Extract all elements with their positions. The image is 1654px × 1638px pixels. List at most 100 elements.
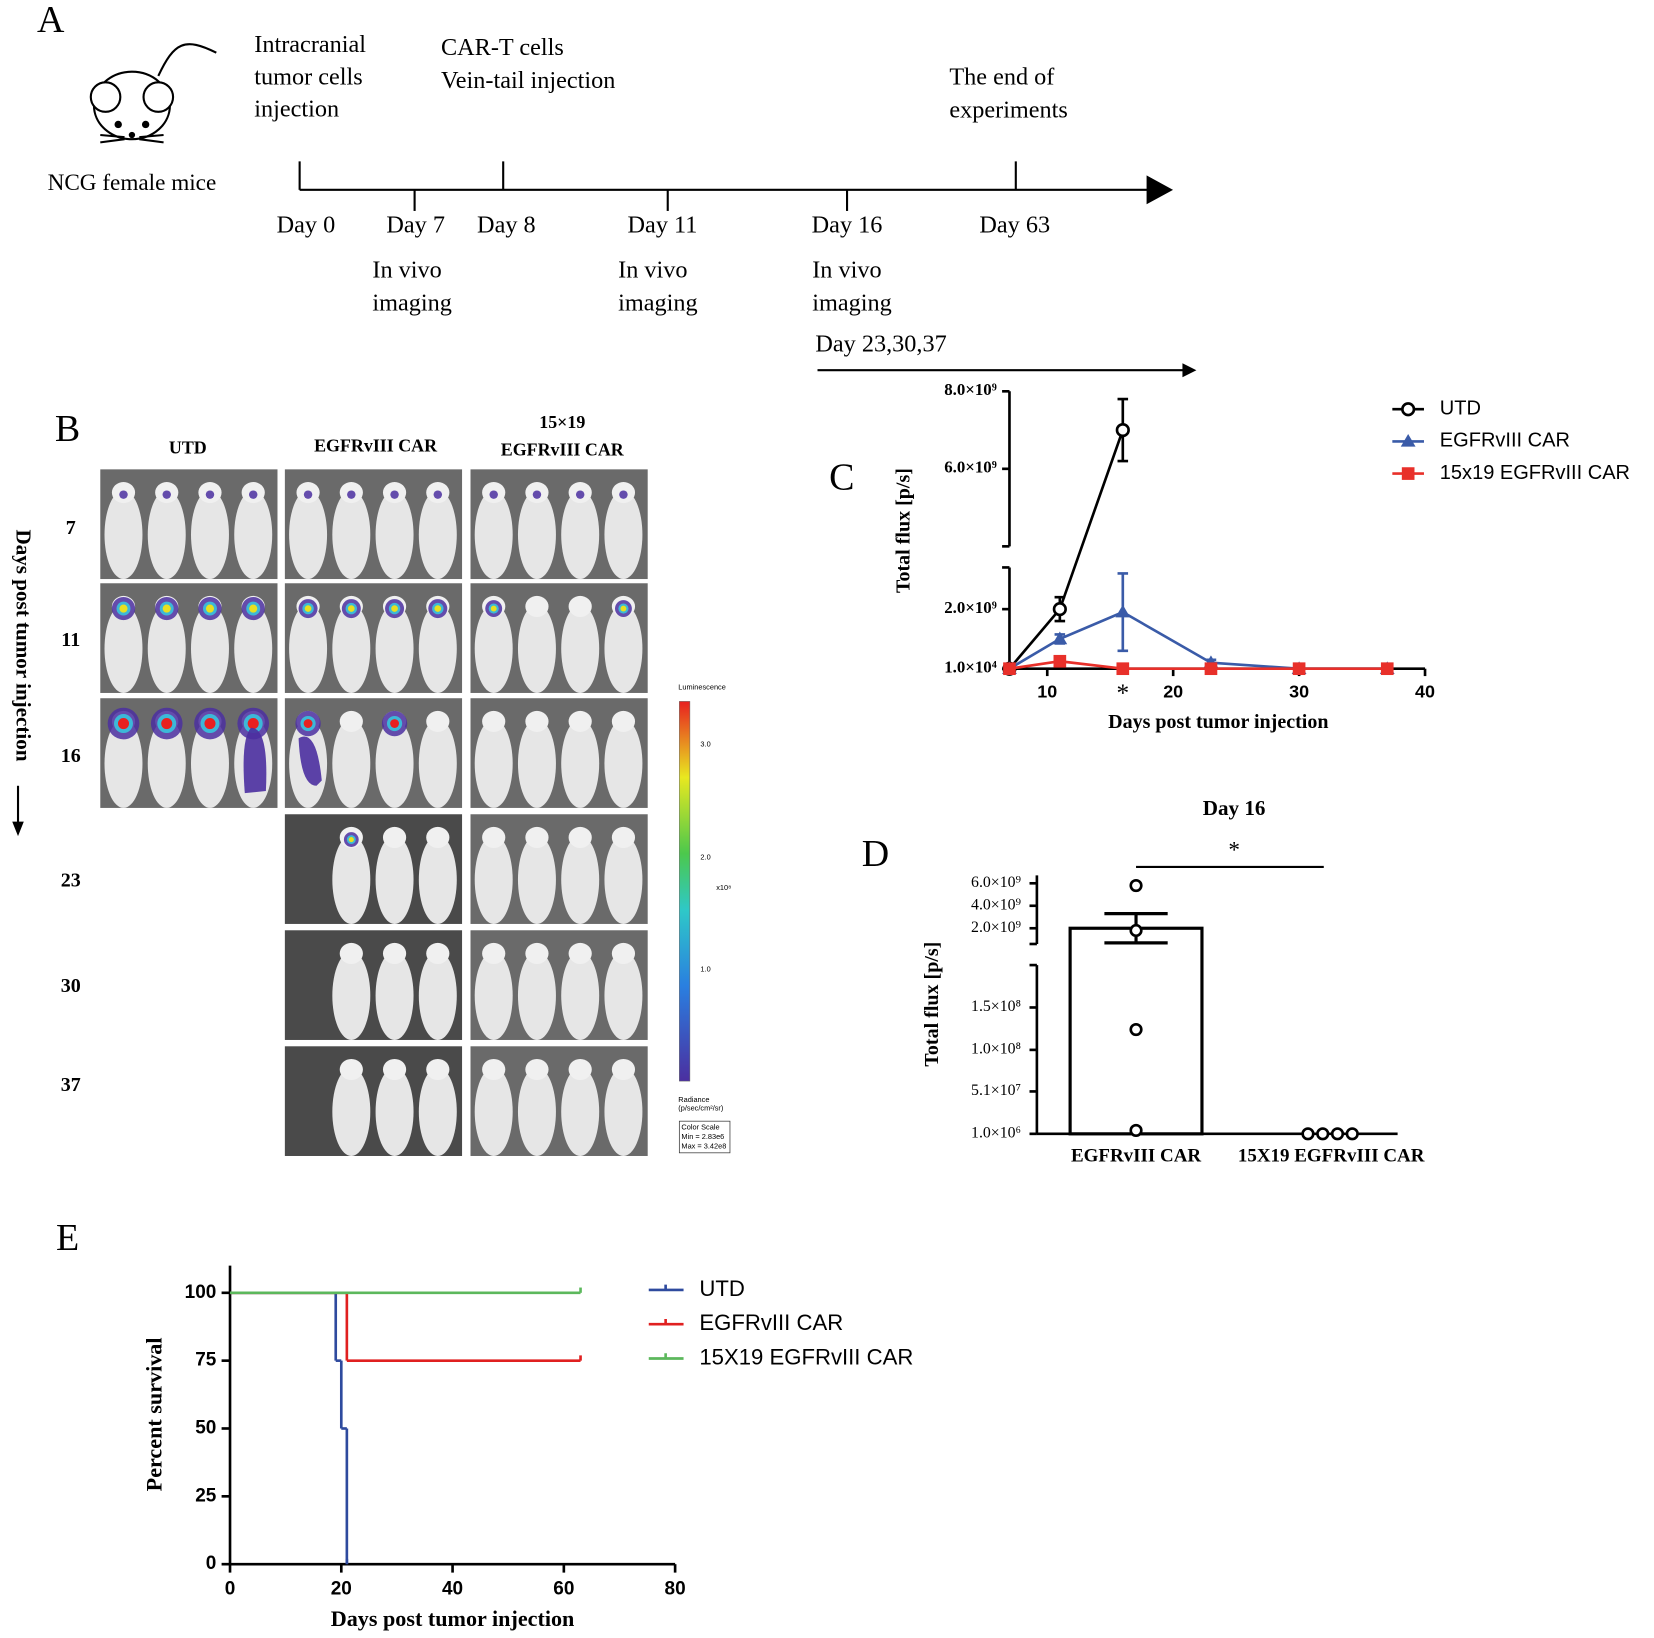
y-tick-label: 2.0×10⁹	[944, 598, 997, 617]
signal	[391, 605, 398, 612]
series-line	[1009, 659, 1388, 671]
mouse-head	[482, 826, 506, 849]
column-header: UTD	[169, 437, 207, 457]
mouse	[604, 835, 643, 924]
y-tick-label: 6.0×10⁹	[971, 874, 1021, 891]
y-tick-label: 50	[195, 1418, 216, 1439]
x-axis-label: Days post tumor injection	[331, 1606, 575, 1631]
event-note: Intracranial	[254, 31, 366, 58]
signal	[575, 490, 585, 499]
signal	[205, 604, 215, 613]
panel-label: A	[37, 0, 65, 41]
mouse	[332, 951, 371, 1040]
x-tick-label: 0	[225, 1578, 236, 1599]
signal	[161, 718, 173, 730]
mouse-head	[426, 826, 450, 849]
signal	[390, 719, 399, 728]
y-tick-label: 8.0×10⁹	[944, 380, 997, 399]
mouse	[561, 951, 600, 1040]
colorbar-tick: 1.0	[700, 964, 710, 973]
x-tick-label: EGFRvIII CAR	[1071, 1145, 1201, 1166]
y-axis-label: Percent survival	[141, 1337, 166, 1491]
y-tick-label: 0	[206, 1553, 217, 1574]
mouse-head	[525, 942, 549, 965]
legend-marker	[1401, 402, 1416, 417]
row-label: 16	[61, 745, 81, 767]
mouse	[517, 490, 556, 580]
significance: *	[1228, 838, 1240, 864]
x-tick-label: 40	[1415, 682, 1435, 702]
mouse-head	[611, 826, 636, 849]
panel-label: D	[862, 833, 889, 875]
mouse	[104, 719, 143, 808]
mouse	[147, 604, 186, 693]
mouse-head	[426, 710, 450, 732]
mouse	[474, 835, 513, 924]
imaging-note: In vivo	[812, 257, 881, 284]
data-point	[1316, 1127, 1330, 1141]
mouse-head	[339, 942, 363, 965]
legend-line	[648, 1284, 684, 1292]
mouse	[418, 719, 457, 808]
mouse	[517, 719, 556, 808]
x-tick-label: 10	[1037, 682, 1057, 702]
signal	[162, 604, 171, 613]
colorbar-note: Color Scale	[681, 1122, 719, 1131]
marker	[1053, 654, 1067, 668]
marker	[1292, 662, 1306, 676]
signal	[304, 605, 312, 612]
mouse-head	[568, 1058, 592, 1081]
colorbar-note: Max = 3.42e8	[681, 1141, 726, 1150]
panel-label: B	[55, 408, 80, 450]
signal	[347, 605, 355, 612]
mouse	[332, 719, 371, 808]
data-point	[1345, 1127, 1359, 1141]
mouse-icon	[89, 43, 217, 144]
legend-label: EGFRvIII CAR	[699, 1310, 843, 1335]
signal	[119, 604, 128, 613]
mouse	[375, 951, 414, 1040]
mouse	[332, 1067, 371, 1156]
row-label: 23	[61, 869, 81, 891]
legend-label: 15x19 EGFRvIII CAR	[1440, 462, 1630, 484]
mouse-head	[482, 942, 506, 965]
colorbar-tick: 2.0	[700, 852, 710, 861]
mouse	[190, 490, 229, 580]
mouse	[561, 719, 600, 808]
legend-label: EGFRvIII CAR	[1440, 430, 1570, 452]
mouse	[561, 1067, 600, 1156]
y-tick-label: 75	[195, 1350, 217, 1371]
mouse-head	[426, 1058, 450, 1081]
y-tick-label: 2.0×10⁹	[971, 919, 1021, 936]
marker	[1380, 662, 1394, 676]
imaging-note: imaging	[372, 289, 451, 316]
signal	[619, 490, 628, 499]
legend-label: 15X19 EGFRvIII CAR	[699, 1344, 913, 1369]
mouse-head	[339, 710, 363, 732]
mouse	[289, 490, 328, 580]
data-point	[1129, 1022, 1143, 1037]
signal	[249, 490, 258, 499]
mouse	[604, 719, 643, 808]
day-label: Day 8	[477, 211, 536, 238]
axis-label: Days post tumor injection	[11, 529, 35, 761]
mouse	[418, 951, 457, 1040]
mouse-head	[611, 942, 636, 965]
legend-marker	[1401, 467, 1415, 480]
signal	[243, 727, 267, 794]
mouse-head	[525, 595, 549, 618]
mouse	[418, 490, 457, 580]
signal	[532, 490, 542, 499]
mouse	[418, 604, 457, 693]
marker	[1052, 631, 1068, 645]
x-tick-label: 40	[442, 1578, 463, 1599]
mouse	[517, 1067, 556, 1156]
marker	[1052, 602, 1067, 617]
mouse	[517, 951, 556, 1040]
signal	[489, 490, 498, 499]
mouse	[604, 1067, 643, 1156]
marker	[1204, 662, 1218, 676]
y-tick-label: 6.0×10⁹	[944, 458, 997, 477]
signal	[298, 736, 322, 786]
mouse	[561, 835, 600, 924]
